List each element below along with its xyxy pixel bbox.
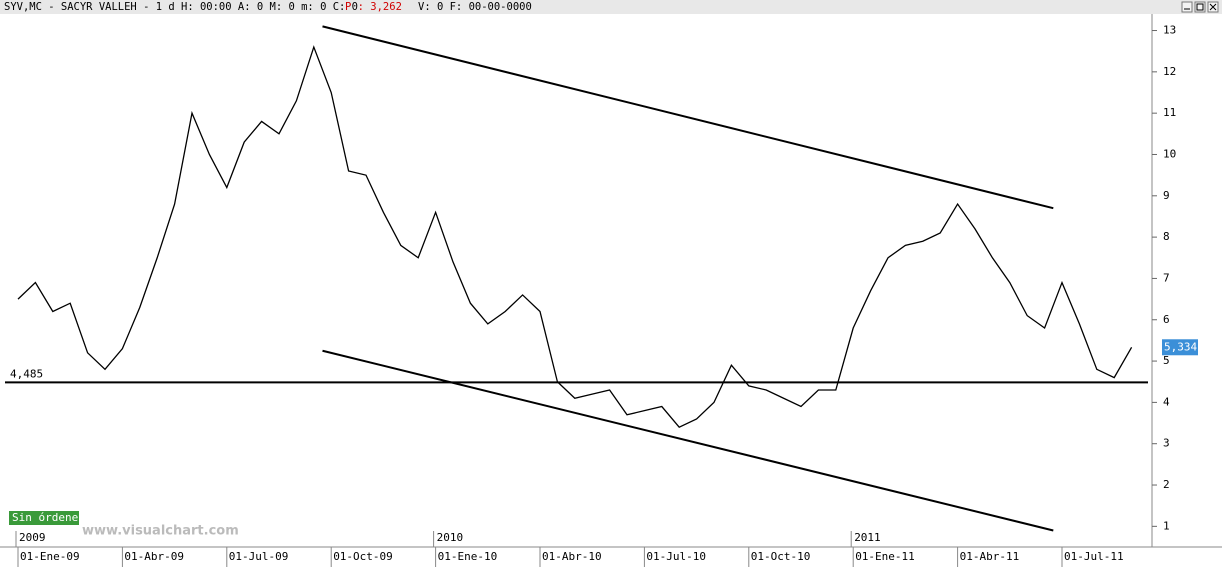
x-tick-label: 01-Jul-09	[229, 550, 289, 563]
watermark: www.visualchart.com	[82, 524, 239, 539]
header-text: V: 0 F: 00-00-0000	[418, 1, 532, 13]
y-tick-label: 6	[1163, 313, 1170, 326]
y-tick-label: 5	[1163, 354, 1170, 367]
x-tick-label: 01-Abr-09	[124, 550, 184, 563]
y-tick-label: 12	[1163, 65, 1176, 78]
year-label: 2010	[437, 531, 464, 544]
x-tick-label: 01-Oct-10	[751, 550, 811, 563]
x-tick-label: 01-Ene-10	[438, 550, 498, 563]
y-tick-label: 13	[1163, 24, 1176, 37]
year-label: 2009	[19, 531, 46, 544]
y-tick-label: 3	[1163, 437, 1170, 450]
trend-line	[322, 25, 1054, 210]
price-line	[17, 45, 1133, 428]
y-tick-label: 2	[1163, 478, 1170, 491]
x-tick-label: 01-Ene-11	[855, 550, 915, 563]
badge[interactable]	[9, 511, 79, 525]
last-price-label: 5,334	[1164, 340, 1197, 353]
y-tick-label: 4	[1163, 395, 1170, 408]
header-text: SYV,MC - SACYR VALLEH - 1 d H: 00:00 A: …	[4, 1, 358, 13]
header-bar	[0, 0, 1222, 14]
window-buttons[interactable]	[1181, 1, 1219, 13]
x-tick-label: 01-Ene-09	[20, 550, 80, 563]
x-tick-label: 01-Oct-09	[333, 550, 393, 563]
y-tick-label: 1	[1163, 519, 1170, 532]
y-tick-label: 9	[1163, 189, 1170, 202]
badge-text: Sin órdenes	[12, 511, 85, 524]
x-tick-label: 01-Abr-11	[960, 550, 1020, 563]
y-tick-label: 11	[1163, 106, 1176, 119]
x-tick-label: 01-Abr-10	[542, 550, 602, 563]
y-tick-label: 10	[1163, 147, 1176, 160]
trend-line	[322, 349, 1054, 532]
x-tick-label: 01-Jul-11	[1064, 550, 1124, 563]
support-label: 4,485	[10, 367, 43, 380]
x-tick-label: 01-Jul-10	[646, 550, 706, 563]
year-label: 2011	[854, 531, 881, 544]
y-tick-label: 8	[1163, 230, 1170, 243]
y-tick-label: 7	[1163, 271, 1170, 284]
last-price-box	[1162, 339, 1198, 356]
header-price: P : 3,262	[345, 1, 402, 13]
